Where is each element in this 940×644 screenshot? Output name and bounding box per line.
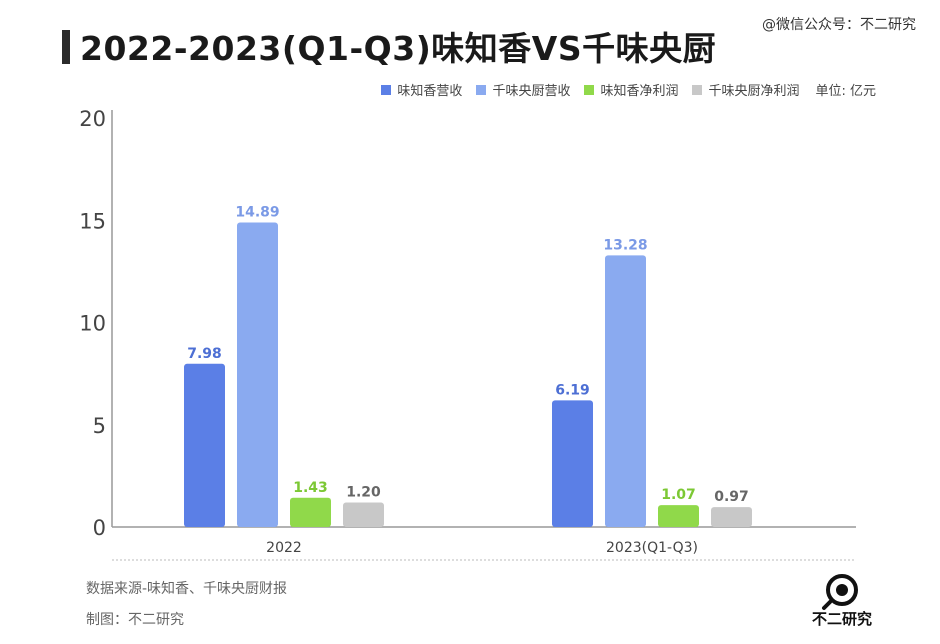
bar-3-1 [711,507,752,527]
bar-3-0 [343,502,384,527]
legend-item-wzx-profit: 味知香净利润 [584,80,678,99]
data-label: 1.20 [346,484,381,500]
data-label: 1.43 [293,480,328,496]
data-label: 6.19 [555,382,590,398]
logo-text: 不二研究 [811,610,872,628]
data-label: 13.28 [603,237,647,253]
legend-item-wzx-revenue: 味知香营收 [381,80,462,99]
x-tick-label: 2022 [266,540,302,556]
data-label: 7.98 [187,346,222,362]
source-note: 数据来源-味知香、千味央厨财报 [86,581,288,597]
data-label: 14.89 [235,204,279,220]
y-tick-label: 5 [93,414,106,438]
x-tick-label: 2023(Q1-Q3) [606,540,698,556]
legend-label-qwyc-profit: 千味央厨净利润 [708,84,800,99]
maker-note: 制图：不二研究 [86,612,184,628]
bar-1-1 [605,255,646,527]
watermark-text: @微信公众号：不二研究 [762,17,916,33]
title-accent-bar [62,30,70,64]
unit-label: 单位: 亿元 [815,84,876,99]
bar-2-1 [658,505,699,527]
legend-swatch-wzx-revenue [381,84,392,95]
y-tick-label: 20 [79,107,106,131]
logo-icon [822,574,858,610]
legend-item-qwyc-profit: 千味央厨净利润 [692,80,799,99]
legend-label-wzx-profit: 味知香净利润 [600,84,679,99]
legend-swatch-qwyc-profit [692,84,703,95]
y-tick-label: 0 [93,516,106,540]
y-tick-label: 15 [79,209,106,233]
bar-2-0 [290,497,331,527]
brand-logo: 不二研究 [810,572,874,632]
data-label: 0.97 [714,489,749,505]
legend-item-qwyc-revenue: 千味央厨营收 [476,80,570,99]
bar-1-0 [237,222,278,527]
bar-0-0 [184,363,225,527]
bar-0-1 [552,400,593,527]
y-tick-label: 10 [79,312,106,336]
legend-label-qwyc-revenue: 千味央厨营收 [492,84,571,99]
data-label: 1.07 [661,487,696,503]
chart-title: 2022-2023(Q1-Q3)味知香VS千味央厨 [80,29,717,68]
legend-swatch-qwyc-revenue [476,84,487,95]
legend: 味知香营收 千味央厨营收 味知香净利润 千味央厨净利润 单位: 亿元 [381,80,876,99]
legend-label-wzx-revenue: 味知香营收 [397,84,463,99]
legend-swatch-wzx-profit [584,84,595,95]
